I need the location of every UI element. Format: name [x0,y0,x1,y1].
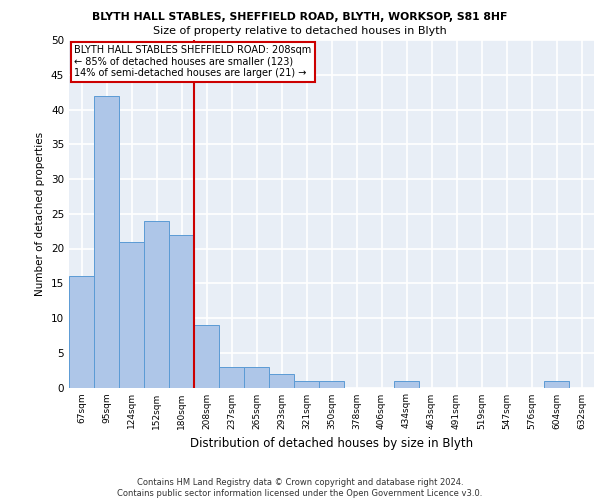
Bar [294,380,319,388]
Text: BLYTH HALL STABLES SHEFFIELD ROAD: 208sqm
← 85% of detached houses are smaller (: BLYTH HALL STABLES SHEFFIELD ROAD: 208sq… [74,45,311,78]
Bar [94,96,119,388]
Bar [219,366,244,388]
Text: Size of property relative to detached houses in Blyth: Size of property relative to detached ho… [153,26,447,36]
Bar [69,276,94,388]
Bar [319,380,344,388]
Bar [144,220,169,388]
Text: BLYTH HALL STABLES, SHEFFIELD ROAD, BLYTH, WORKSOP, S81 8HF: BLYTH HALL STABLES, SHEFFIELD ROAD, BLYT… [92,12,508,22]
X-axis label: Distribution of detached houses by size in Blyth: Distribution of detached houses by size … [190,437,473,450]
Y-axis label: Number of detached properties: Number of detached properties [35,132,46,296]
Bar [544,380,569,388]
Text: Contains HM Land Registry data © Crown copyright and database right 2024.
Contai: Contains HM Land Registry data © Crown c… [118,478,482,498]
Bar [269,374,294,388]
Bar [194,325,219,388]
Bar [394,380,419,388]
Bar [169,234,194,388]
Bar [119,242,144,388]
Bar [244,366,269,388]
